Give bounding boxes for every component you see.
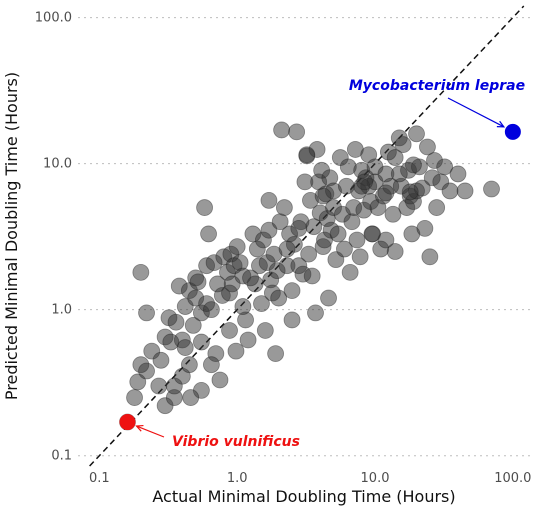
data-point — [221, 284, 238, 302]
data-point — [288, 123, 306, 141]
data-point — [436, 158, 454, 176]
x-tick-label: 0.1 — [89, 471, 110, 486]
data-points — [119, 121, 500, 431]
data-point — [228, 238, 246, 256]
data-point — [377, 231, 395, 249]
data-point — [320, 289, 337, 307]
data-point — [483, 180, 500, 198]
data-point — [132, 263, 150, 281]
data-point — [200, 225, 217, 243]
data-point — [298, 146, 316, 164]
y-tick-label: 10.0 — [43, 157, 72, 172]
data-point — [363, 225, 381, 243]
data-point — [290, 220, 308, 237]
data-point — [419, 138, 436, 156]
annotation-mycobacterium-leprae: Mycobacterium leprae — [349, 78, 525, 94]
data-point — [182, 389, 200, 406]
x-tick-label: 1.0 — [227, 471, 248, 486]
data-point — [386, 243, 404, 260]
arrow-vibrio-vulnificus — [135, 424, 165, 438]
data-point — [384, 205, 402, 223]
data-point — [176, 339, 194, 356]
data-point — [162, 333, 180, 351]
data-point — [416, 220, 434, 237]
arrow-mycobacterium-leprae — [447, 97, 506, 128]
data-point — [428, 199, 446, 216]
x-tick-label: 10.0 — [361, 471, 390, 486]
x-axis-title: Actual Minimal Doubling Time (Hours) — [152, 487, 455, 506]
data-point — [441, 182, 459, 200]
data-point — [278, 240, 296, 258]
data-point — [303, 267, 321, 285]
y-tick-label: 1.0 — [51, 303, 72, 318]
data-point — [202, 301, 220, 319]
highlight-point-mycobacterium-leprae — [504, 123, 521, 140]
data-point — [386, 149, 404, 166]
data-point — [152, 351, 170, 369]
data-point — [394, 136, 412, 153]
data-point — [126, 389, 143, 406]
data-point — [283, 282, 301, 300]
y-tick-label: 0.1 — [51, 449, 72, 464]
data-point — [283, 311, 301, 329]
data-point — [351, 248, 369, 266]
data-point — [327, 251, 345, 269]
data-point — [275, 199, 293, 216]
data-point — [167, 313, 185, 331]
data-point — [377, 184, 395, 202]
identity-line — [89, 5, 525, 467]
annotations: Mycobacterium leprae Vibrio vulnificus — [119, 78, 525, 450]
data-point — [138, 362, 155, 380]
data-point — [192, 333, 210, 351]
data-point — [138, 304, 155, 322]
data-point — [341, 263, 359, 281]
data-point — [405, 156, 422, 174]
annotation-vibrio-vulnificus: Vibrio vulnificus — [172, 434, 300, 450]
x-tick-label: 100.0 — [494, 471, 531, 486]
data-point — [456, 182, 474, 200]
data-point — [242, 269, 259, 287]
x-tick-labels: 0.1 1.0 10.0 100.0 — [89, 471, 531, 486]
data-point — [150, 377, 168, 395]
data-point — [256, 322, 274, 339]
data-point — [343, 213, 361, 231]
data-point — [189, 273, 207, 291]
data-point — [239, 331, 257, 349]
data-point — [401, 183, 419, 201]
data-point — [267, 345, 285, 363]
data-point — [307, 304, 324, 322]
data-point — [253, 295, 270, 313]
data-point — [196, 199, 213, 216]
data-point — [227, 342, 245, 360]
highlight-point-vibrio-vulnificus — [119, 414, 136, 431]
data-point — [221, 322, 238, 339]
data-point — [270, 289, 288, 307]
data-point — [300, 245, 318, 263]
data-point — [329, 225, 347, 243]
data-point — [336, 240, 353, 258]
data-point — [356, 173, 373, 191]
data-point — [449, 165, 467, 183]
y-axis-title: Predicted Minimal Doubling Time (Hours) — [2, 72, 21, 400]
data-point — [348, 231, 366, 249]
y-tick-label: 100.0 — [35, 11, 72, 26]
data-point — [184, 317, 202, 334]
data-point — [273, 121, 291, 139]
data-point — [202, 356, 220, 374]
data-point — [260, 191, 278, 209]
data-point — [180, 356, 198, 374]
y-tick-labels: 0.1 1.0 10.0 100.0 — [35, 11, 72, 464]
data-point — [390, 165, 408, 183]
data-point — [260, 221, 278, 239]
data-point — [234, 298, 252, 315]
grid-lines — [78, 17, 533, 457]
data-point — [314, 187, 332, 205]
data-point — [408, 125, 425, 143]
data-point — [211, 371, 229, 389]
data-point — [129, 373, 147, 391]
data-point — [421, 248, 439, 266]
